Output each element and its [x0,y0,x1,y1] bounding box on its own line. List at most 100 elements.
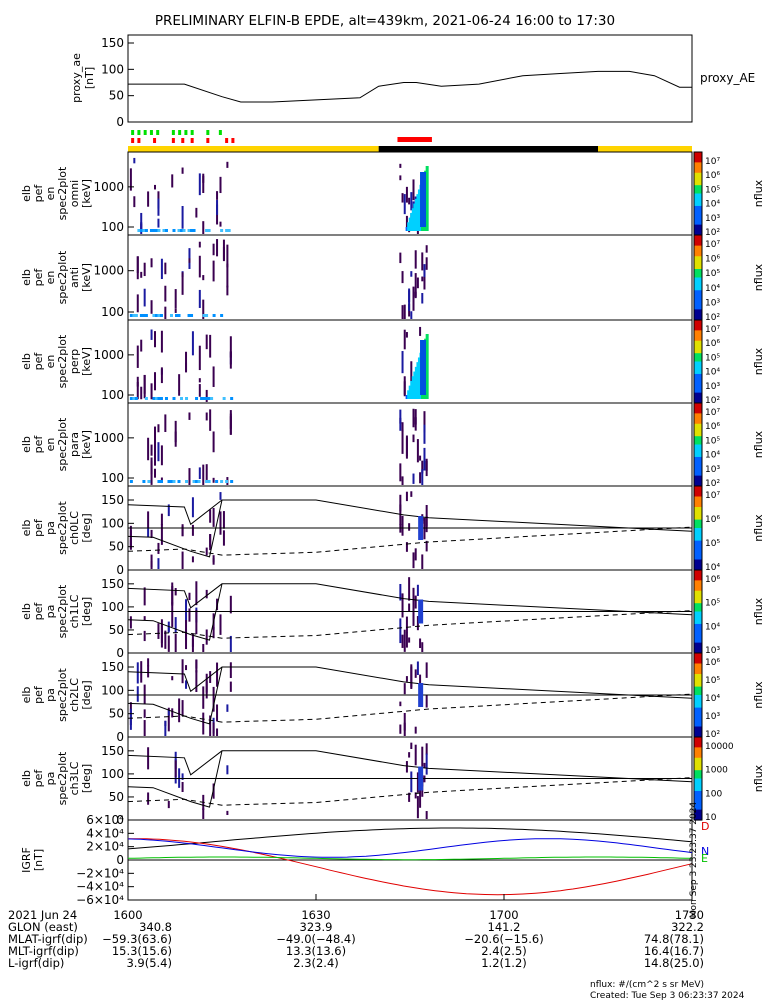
colorbar-segment [694,768,702,771]
spectrogram-ylabel: elb [20,185,33,202]
spectrogram-ylabel: [deg] [80,597,93,626]
spectrogram-cell [167,800,170,809]
colorbar-label: nflux [752,347,765,375]
colorbar-segment [694,154,702,157]
spectrogram-cell [143,374,146,383]
footer-cell: 322.2 [671,920,704,934]
spectrogram-cell [202,464,205,485]
spectrogram-cell [182,229,186,232]
colorbar-segment [694,307,702,310]
colorbar-label: nflux [752,681,765,709]
spectrogram-cell [187,314,191,317]
spectrogram-cell [209,534,212,551]
colorbar-segment [694,607,702,611]
spectrogram-cell [157,314,161,317]
spectrogram-ylabel: spec2plot [56,417,69,471]
spectrogram-cell [147,437,150,461]
colorbar-segment [694,780,702,784]
colorbar-segment [694,561,702,565]
colorbar-tick-label: 10³ [705,465,720,475]
colorbar-segment [694,185,702,188]
spectrogram-cell [188,592,191,601]
colorbar-segment [694,638,702,642]
science-zone-marker-green [143,130,147,135]
spectrogram-cell [174,751,177,769]
spectrogram-cell [150,561,153,569]
colorbar-segment [694,688,702,692]
colorbar-tick-label: 10⁵ [705,436,720,446]
spectrogram-cell [181,167,184,174]
colorbar-segment [694,726,702,730]
colorbar-segment [694,722,702,725]
spectrogram-cell [405,186,408,203]
spectrogram-cell [210,397,214,400]
colorbar-segment [694,576,702,579]
spectrogram-cell [414,548,417,561]
colorbar-segment [694,707,702,711]
spectrogram-cell [150,258,153,268]
spectrogram-cell [129,480,133,483]
spectrogram-ytick-label: 0 [116,563,124,577]
science-zone-marker-green [178,130,182,135]
colorbar-segment [694,407,702,410]
spectrogram-ylabel: [keV] [80,430,93,459]
colorbar-segment [694,197,702,201]
spectrogram-cell [171,586,174,604]
spectrogram-cell [425,458,428,477]
spectrogram-cell [191,331,194,356]
spectrogram-cell [414,595,417,609]
colorbar-segment [694,425,702,429]
colorbar-segment [694,317,702,321]
colorbar-tick-label: 10⁶ [705,658,720,668]
colorbar-segment [694,273,702,276]
ae-legend: proxy_AE [700,71,755,85]
spectrogram-cell [416,616,419,631]
colorbar-tick-label: 10² [705,730,720,740]
colorbar-segment [694,361,702,365]
colorbar-tick-label: 10⁶ [705,171,720,181]
spectrogram-cell [164,630,167,649]
spectrogram-cell [229,635,232,652]
spectrogram-cell [129,314,133,317]
spectrogram-cell [225,229,229,232]
spectrogram-cell [164,397,168,400]
spectrogram-cell [413,371,417,399]
spectrogram-cell [405,437,408,457]
spectrogram-cell [425,245,428,253]
spectrogram-ylabel: pa [44,521,57,535]
colorbar-segment [694,156,702,159]
spectrogram-ylabel: pef [32,602,45,621]
spectrogram-ylabel: [deg] [80,764,93,793]
spectrogram-cell [229,413,232,429]
spectrogram-cell [205,229,209,232]
colorbar-segment [694,340,702,344]
colorbar-segment [694,254,702,257]
spectrogram-cell [408,290,411,312]
colorbar-segment [694,532,702,535]
spectrogram-cell [421,469,424,485]
colorbar-segment [694,695,702,698]
spectrogram-cell [157,424,160,433]
spectrogram-cell [212,314,216,317]
colorbar-tick-label: 1000 [705,766,728,776]
colorbar-segment [694,776,702,780]
colorbar-segment [694,205,702,209]
footer-cell: 1700 [489,908,518,922]
spectrogram-cell [157,542,160,554]
spectrogram-cell [177,314,181,317]
igrf-side-note: Mon Sep 3 23:23:37 2024 [689,802,699,919]
spectrogram-cell [154,229,158,232]
ae-ytick-label: 100 [101,62,124,76]
spectrogram-cell [403,329,406,350]
spectrogram-ytick-label: 50 [109,707,124,721]
spectrogram-ylabel: [deg] [80,513,93,542]
colorbar-segment [694,619,702,623]
spectrogram-cell [414,250,417,269]
spectrogram-cell [209,409,212,431]
spectrogram-cell [212,686,215,712]
spectrogram-cell [405,632,408,648]
colorbar-segment [694,766,702,769]
footer-cell: 74.8(78.1) [644,932,704,946]
spectrogram-cell [205,389,208,402]
colorbar-segment [694,734,702,738]
